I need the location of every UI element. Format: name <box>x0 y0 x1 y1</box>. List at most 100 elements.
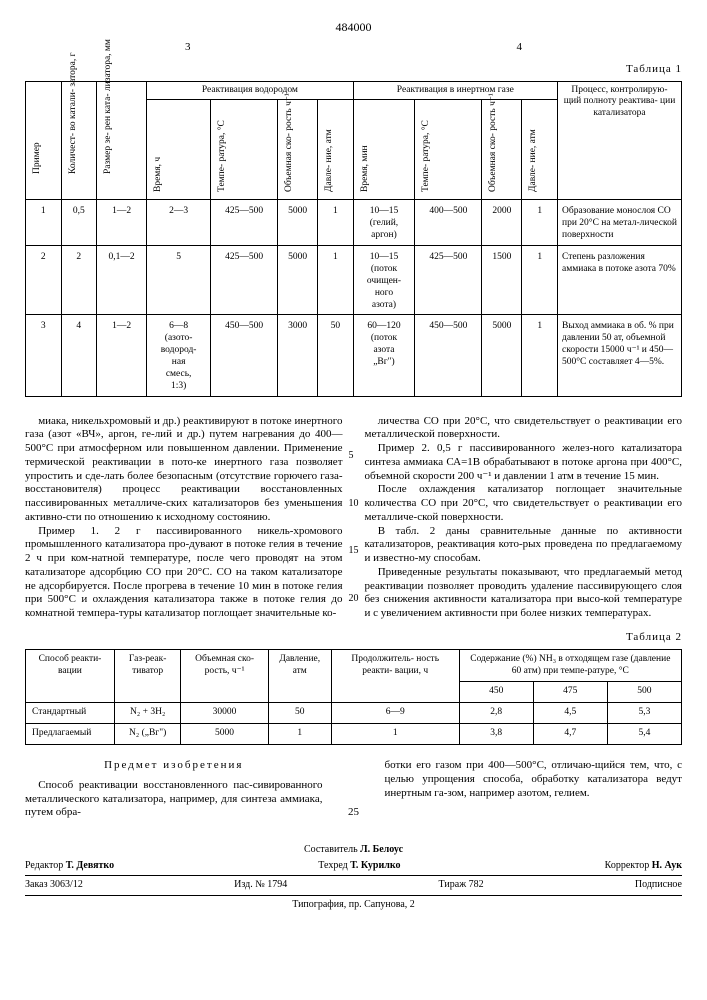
cell: 2,8 <box>459 703 533 724</box>
tech-label: Техред <box>318 860 347 871</box>
th-temp1: Темпе- ратура, °С <box>215 103 231 196</box>
cell: Образование монослоя СО при 20°С на мета… <box>558 200 682 246</box>
cell: 10—15 (поток очищен- ного азота) <box>353 246 415 315</box>
cell: 1 <box>522 200 558 246</box>
cell: 425—500 <box>211 200 278 246</box>
table1-caption: Таблица 1 <box>25 63 682 77</box>
cell: 5000 <box>482 315 522 396</box>
cell: 425—500 <box>415 246 482 315</box>
cell: 5000 <box>181 724 268 745</box>
para: личества СО при 20°С, что свидетельствуе… <box>365 415 683 443</box>
table-2: Способ реакти- вации Газ-реак- тиватор О… <box>25 649 682 745</box>
body-text: миака, никельхромовый и др.) реактивирую… <box>25 415 682 621</box>
cell: 10—15 (гелий, аргон) <box>353 200 415 246</box>
th-speed2: Объемная ско- рость ч⁻¹ <box>486 103 502 196</box>
cell: 1—2 <box>97 200 147 246</box>
page-left: 3 <box>185 41 191 55</box>
cell: 5 <box>147 246 211 315</box>
para: После охлаждения катализатор поглощает з… <box>365 483 683 524</box>
subject-section: Предмет изобретения Способ реактивации в… <box>25 759 682 820</box>
para: В табл. 2 даны сравнительные данные по а… <box>365 525 683 566</box>
cell: 3,8 <box>459 724 533 745</box>
cell: 50 <box>268 703 331 724</box>
th-process: Процесс, контролирую- щий полноту реакти… <box>558 81 682 200</box>
cell: 425—500 <box>211 246 278 315</box>
th-speed: Объемная ско- рость, ч⁻¹ <box>181 649 268 703</box>
th-davl: Давление, атм <box>268 649 331 703</box>
th-time-h: Время, ч <box>151 103 167 196</box>
para: Пример 1. 2 г пассивированного никель-хр… <box>25 525 343 621</box>
cell: 1 <box>268 724 331 745</box>
tech-name: Т. Курилко <box>350 860 400 871</box>
table-row: Предлагаемый N₂ („Вг") 5000 1 1 3,8 4,7 … <box>26 724 682 745</box>
subject-right: ботки его газом при 400—500°С, отличаю-щ… <box>385 759 683 800</box>
cell: 4,5 <box>533 703 607 724</box>
th-speed1: Объемная ско- рость ч⁻¹ <box>282 103 298 196</box>
order-no: Заказ 3063/12 <box>25 879 83 892</box>
footer: Составитель Л. Белоус Редактор Т. Девятк… <box>25 840 682 914</box>
cell: 30000 <box>181 703 268 724</box>
th-450: 450 <box>459 682 533 703</box>
corr-label: Корректор <box>605 860 650 871</box>
cell: 2 <box>61 246 97 315</box>
th-time-min: Время, мин <box>358 103 374 196</box>
cell: 450—500 <box>415 315 482 396</box>
editor-name: Т. Девятко <box>66 860 114 871</box>
line-mark-25: 25 <box>345 806 363 820</box>
tirazh: Тираж 782 <box>439 879 484 892</box>
cell: 4,7 <box>533 724 607 745</box>
cell: 1 <box>318 200 354 246</box>
th-nh3: Содержание (%) NH₃ в отходящем газе (дав… <box>459 649 681 682</box>
patent-number: 484000 <box>25 20 682 35</box>
th-razmer: Размер зе- рен ката- лизатора, мм <box>101 85 117 178</box>
para: миака, никельхромовый и др.) реактивирую… <box>25 415 343 525</box>
cell: 1—2 <box>97 315 147 396</box>
cell: Предлагаемый <box>26 724 115 745</box>
th-500: 500 <box>607 682 681 703</box>
th-dur: Продолжитель- ность реакти- вации, ч <box>331 649 459 703</box>
cell: 1 <box>522 315 558 396</box>
table-row: 2 2 0,1—2 5 425—500 5000 1 10—15 (поток … <box>26 246 682 315</box>
table-1: Пример Количест- во катали- затора, г Ра… <box>25 81 682 397</box>
cell: Стандартный <box>26 703 115 724</box>
cell: 50 <box>318 315 354 396</box>
th-inert-group: Реактивация в инертном газе <box>353 81 557 100</box>
cell: Выход аммиака в об. % при давлении 50 ат… <box>558 315 682 396</box>
compiler-name: Л. Белоус <box>360 844 403 855</box>
th-475: 475 <box>533 682 607 703</box>
page-right: 4 <box>517 41 523 55</box>
cell: 60—120 (поток азота „Вг") <box>353 315 415 396</box>
cell: 5,3 <box>607 703 681 724</box>
th-primer: Пример <box>30 85 46 178</box>
cell: 2—3 <box>147 200 211 246</box>
subject-left: Способ реактивации восстановленного пас-… <box>25 779 323 820</box>
cell: 400—500 <box>415 200 482 246</box>
cell: 5,4 <box>607 724 681 745</box>
cell: 3 <box>26 315 62 396</box>
podpisnoe: Подписное <box>635 879 682 892</box>
cell: 6—9 <box>331 703 459 724</box>
cell: 5000 <box>278 246 318 315</box>
editor-label: Редактор <box>25 860 63 871</box>
cell: 2000 <box>482 200 522 246</box>
cell: 1 <box>522 246 558 315</box>
table-row: 1 0,5 1—2 2—3 425—500 5000 1 10—15 (гели… <box>26 200 682 246</box>
table2-caption: Таблица 2 <box>25 631 682 645</box>
cell: 1 <box>331 724 459 745</box>
page-numbers: 3 4 <box>25 41 682 55</box>
cell: 1 <box>26 200 62 246</box>
cell: 6—8 (азото- водород- ная смесь, 1:3) <box>147 315 211 396</box>
th-h2-group: Реактивация водородом <box>147 81 353 100</box>
corr-name: Н. Аук <box>652 860 682 871</box>
cell: N₂ („Вг") <box>114 724 180 745</box>
cell: 5000 <box>278 200 318 246</box>
para: Пример 2. 0,5 г пассивированного желез-н… <box>365 442 683 483</box>
th-davl2: Давле- ние, атм <box>526 103 542 196</box>
cell: 450—500 <box>211 315 278 396</box>
th-davl1: Давле- ние, атм <box>322 103 338 196</box>
table-row: Стандартный N₂ + 3H₂ 30000 50 6—9 2,8 4,… <box>26 703 682 724</box>
cell: 1 <box>318 246 354 315</box>
typography: Типография, пр. Сапунова, 2 <box>292 899 415 912</box>
cell: 4 <box>61 315 97 396</box>
cell: N₂ + 3H₂ <box>114 703 180 724</box>
